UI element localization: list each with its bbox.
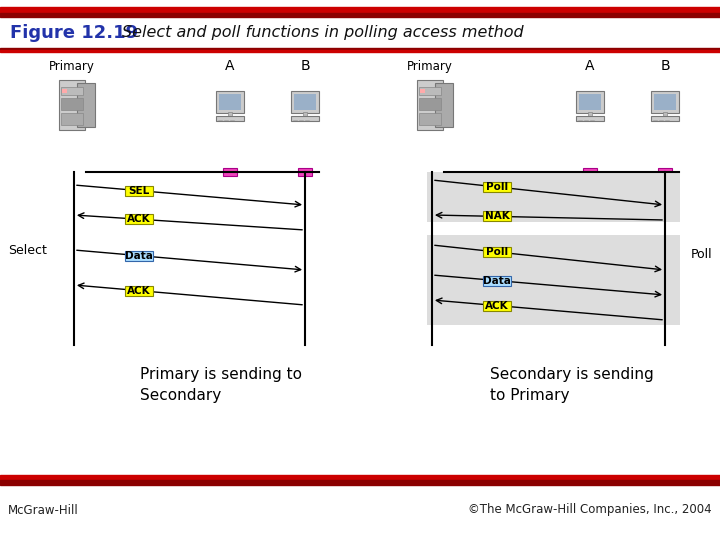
Text: Select and poll functions in polling access method: Select and poll functions in polling acc… <box>122 25 523 40</box>
Text: ACK: ACK <box>127 286 150 295</box>
Bar <box>223 168 237 176</box>
Text: McGraw-Hill: McGraw-Hill <box>8 503 78 516</box>
Bar <box>576 116 604 121</box>
Bar <box>0 7 720 13</box>
Bar <box>291 91 319 113</box>
Bar <box>216 116 244 121</box>
Text: Figure 12.19: Figure 12.19 <box>10 24 138 42</box>
FancyBboxPatch shape <box>483 301 511 310</box>
Bar <box>61 87 83 95</box>
Bar <box>59 80 85 130</box>
Bar <box>651 116 679 121</box>
Text: Poll: Poll <box>486 182 508 192</box>
Text: ACK: ACK <box>127 214 150 224</box>
Text: Poll: Poll <box>486 247 508 257</box>
FancyBboxPatch shape <box>483 275 511 286</box>
Bar <box>420 89 425 93</box>
FancyBboxPatch shape <box>483 211 511 221</box>
Bar <box>62 89 67 93</box>
FancyBboxPatch shape <box>125 286 153 295</box>
FancyBboxPatch shape <box>125 186 153 195</box>
Bar <box>216 91 244 113</box>
FancyBboxPatch shape <box>483 247 511 257</box>
Bar <box>435 83 453 127</box>
Text: B: B <box>660 59 670 73</box>
Bar <box>219 94 241 110</box>
Bar <box>576 91 604 113</box>
Bar <box>663 112 667 116</box>
Text: A: A <box>585 59 595 73</box>
Bar <box>419 98 441 110</box>
Bar <box>583 168 597 176</box>
Text: Primary is sending to
Secondary: Primary is sending to Secondary <box>140 367 302 403</box>
Text: Data: Data <box>125 251 153 261</box>
Text: SEL: SEL <box>128 186 149 195</box>
Bar <box>0 13 720 17</box>
Bar <box>427 235 680 325</box>
Bar <box>298 168 312 176</box>
Bar <box>658 168 672 176</box>
Bar <box>654 94 676 110</box>
Bar <box>291 116 319 121</box>
Bar <box>0 475 720 480</box>
Text: A: A <box>225 59 235 73</box>
FancyBboxPatch shape <box>483 182 511 192</box>
Bar <box>0 48 720 50</box>
Text: Primary: Primary <box>407 60 453 73</box>
Bar <box>61 113 83 125</box>
Bar <box>419 87 441 95</box>
Bar <box>303 112 307 116</box>
Bar <box>579 94 601 110</box>
Text: Poll: Poll <box>690 248 712 261</box>
Bar <box>417 80 443 130</box>
Text: Data: Data <box>483 275 511 286</box>
Bar <box>651 91 679 113</box>
Text: ©The McGraw-Hill Companies, Inc., 2004: ©The McGraw-Hill Companies, Inc., 2004 <box>469 503 712 516</box>
Bar <box>427 172 680 222</box>
Bar <box>0 50 720 52</box>
Bar <box>77 83 95 127</box>
Text: ACK: ACK <box>485 301 509 310</box>
Bar <box>419 113 441 125</box>
Text: B: B <box>300 59 310 73</box>
Bar <box>228 112 232 116</box>
Bar <box>61 98 83 110</box>
Text: Select: Select <box>8 244 47 256</box>
FancyBboxPatch shape <box>125 214 153 224</box>
FancyBboxPatch shape <box>125 251 153 261</box>
Bar <box>294 94 316 110</box>
Bar <box>0 480 720 485</box>
Text: Secondary is sending
to Primary: Secondary is sending to Primary <box>490 367 654 403</box>
Bar <box>588 112 592 116</box>
Text: NAK: NAK <box>485 211 510 221</box>
Text: Primary: Primary <box>49 60 95 73</box>
